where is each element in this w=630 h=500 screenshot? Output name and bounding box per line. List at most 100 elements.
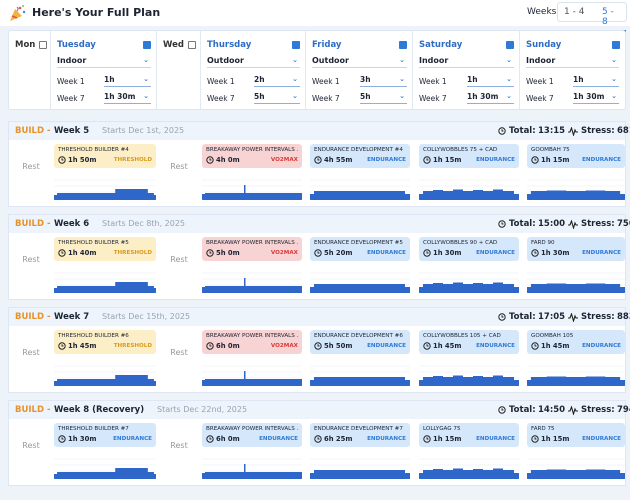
icon-part [11, 15, 18, 19]
workout-card[interactable]: THRESHOLD BUILDER #7 1h 30m ENDURANCE [54, 423, 156, 481]
location-select[interactable]: Indoor ⌄ [57, 56, 151, 68]
stress-icon [568, 127, 578, 136]
chevron: ⌄ [292, 56, 298, 64]
icon-part [317, 344, 320, 347]
week-label: Week 7 [312, 94, 340, 103]
duration-select[interactable]: 1h ⌄ [104, 75, 151, 87]
workout-header: GOOMBAH 105 1h 45m ENDURANCE [527, 330, 625, 354]
workout-card[interactable]: FARD 75 1h 15m ENDURANCE [527, 423, 625, 481]
workout-type: ENDURANCE [582, 157, 621, 163]
workout-type: ENDURANCE [476, 157, 515, 163]
workout-card[interactable]: COLLYWOBBLES 75 + CAD 1h 15m ENDURANCE [419, 144, 519, 202]
workout-card[interactable]: ENDURANCE DEVELOPMENT #6 5h 50m ENDURANCE [310, 330, 410, 388]
total-icon [498, 406, 506, 414]
icon-part [202, 464, 302, 479]
workout-duration: 1h 50m [68, 156, 97, 164]
day-checkbox[interactable] [612, 41, 620, 49]
duration-value: 2h [254, 75, 265, 84]
duration-select[interactable]: 3h ⌄ [360, 75, 407, 87]
icon-part [527, 365, 625, 379]
icon-part [310, 284, 410, 293]
icon-part [314, 435, 322, 443]
day-column: Friday Outdoor ⌄ Week 1 3h ⌄ Week 7 5h ⌄ [306, 31, 413, 109]
workout-card[interactable]: BREAKAWAY POWER INTERVALS ... 6h 0m ENDURA… [202, 423, 302, 481]
location-select[interactable]: Outdoor ⌄ [207, 56, 300, 68]
icon-part [527, 190, 625, 200]
workout-card[interactable]: THRESHOLD BUILDER #4 1h 50m THRESHOLD [54, 144, 156, 202]
workout-type: ENDURANCE [367, 250, 406, 256]
workout-profile [54, 365, 156, 386]
day-checkbox[interactable] [188, 41, 196, 49]
day-checkbox[interactable] [143, 41, 151, 49]
workout-card[interactable]: COLLYWOBBLES 105 + CAD 1h 45m ENDURANCE [419, 330, 519, 388]
workout-card[interactable]: ENDURANCE DEVELOPMENT #4 4h 55m ENDURANCE [310, 144, 410, 202]
total-value: 17:05 [538, 312, 566, 322]
location-select[interactable]: Indoor ⌄ [526, 56, 619, 68]
week-tab[interactable]: 1 - 4 [564, 7, 585, 17]
workout-duration: 1h 40m [68, 249, 97, 257]
clock-icon [58, 249, 66, 257]
workout-type: ENDURANCE [582, 343, 621, 349]
icon-part [498, 406, 506, 414]
workout-card[interactable]: BREAKAWAY POWER INTERVALS ... 4h 0m VO2MAX [202, 144, 302, 202]
workout-card[interactable]: ENDURANCE DEVELOPMENT #7 6h 25m ENDURANCE [310, 423, 410, 481]
icon-part [423, 156, 431, 164]
chevron: ⌄ [506, 92, 512, 100]
clock-icon [206, 156, 214, 164]
duration-select[interactable]: 2h ⌄ [254, 75, 300, 87]
rest-day: Rest [170, 255, 188, 264]
day-checkbox[interactable] [39, 41, 47, 49]
clock-icon [423, 342, 431, 350]
workout-card[interactable]: COLLYWOBBLES 90 + CAD 1h 30m ENDURANCE [419, 237, 519, 295]
week-start: Starts Dec 22nd, 2025 [157, 405, 248, 414]
workout-name: BREAKAWAY POWER INTERVALS ... [206, 147, 299, 153]
week-label: Week 1 [312, 77, 340, 86]
workout-header: COLLYWOBBLES 90 + CAD 1h 30m ENDURANCE [419, 237, 519, 261]
workout-card[interactable]: THRESHOLD BUILDER #5 1h 40m THRESHOLD [54, 237, 156, 295]
workout-card[interactable]: GOOMBAH 75 1h 15m ENDURANCE [527, 144, 625, 202]
day-checkbox[interactable] [292, 41, 300, 49]
duration-select[interactable]: 1h 30m ⌄ [573, 92, 619, 104]
day-column: Saturday Indoor ⌄ Week 1 1h ⌄ Week 7 1h 30m ⌄ [413, 31, 520, 109]
stress-label: Stress: [581, 126, 615, 136]
workout-card[interactable]: ENDURANCE DEVELOPMENT #5 5h 20m ENDURANCE [310, 237, 410, 295]
workout-header: FARD 75 1h 15m ENDURANCE [527, 423, 625, 447]
workout-card[interactable]: BREAKAWAY POWER INTERVALS ... 5h 0m VO2MAX [202, 237, 302, 295]
location-select[interactable]: Outdoor ⌄ [312, 56, 407, 68]
workout-card[interactable]: FARD 90 1h 30m ENDURANCE [527, 237, 625, 295]
duration-select[interactable]: 5h ⌄ [254, 92, 300, 104]
week-label: Week 1 [207, 77, 235, 86]
workout-type: ENDURANCE [259, 436, 298, 442]
day-name: Tuesday [57, 40, 96, 50]
workout-name: FARD 75 [531, 426, 555, 432]
day-checkbox[interactable] [399, 41, 407, 49]
day-checkbox[interactable] [506, 41, 514, 49]
stress-icon [568, 313, 578, 322]
workout-name: COLLYWOBBLES 90 + CAD [423, 240, 498, 246]
clock-icon [423, 156, 431, 164]
duration-select[interactable]: 5h ⌄ [360, 92, 407, 104]
workout-duration: 1h 15m [433, 435, 462, 443]
icon-part [426, 251, 429, 254]
location-select[interactable]: Indoor ⌄ [419, 56, 514, 68]
clock-icon [58, 342, 66, 350]
workout-profile [527, 458, 625, 479]
day-column: Thursday Outdoor ⌄ Week 1 2h ⌄ Week 7 5h ⌄ [201, 31, 306, 109]
workout-name: GOOMBAH 105 [531, 333, 574, 339]
workout-card[interactable]: BREAKAWAY POWER INTERVALS ... 6h 0m VO2MAX [202, 330, 302, 388]
workout-name: THRESHOLD BUILDER #4 [58, 147, 129, 153]
icon-part [202, 185, 302, 200]
duration-select[interactable]: 1h 30m ⌄ [104, 92, 151, 104]
duration-select[interactable]: 1h ⌄ [467, 75, 514, 87]
week-tab[interactable]: 5 - 8 [596, 7, 626, 32]
clock-icon [206, 435, 214, 443]
workout-card[interactable]: GOOMBAH 105 1h 45m ENDURANCE [527, 330, 625, 388]
workout-card[interactable]: THRESHOLD BUILDER #6 1h 45m THRESHOLD [54, 330, 156, 388]
week-header: BUILD - Week 5 Starts Dec 1st, 2025 Total: 1… [9, 122, 630, 140]
workout-duration: 1h 15m [541, 156, 570, 164]
duration-select[interactable]: 1h 30m ⌄ [467, 92, 514, 104]
workout-name: THRESHOLD BUILDER #6 [58, 333, 129, 339]
duration-select[interactable]: 1h ⌄ [573, 75, 619, 87]
workout-duration: 6h 0m [216, 342, 240, 350]
workout-card[interactable]: LOLLYGAG 75 1h 15m ENDURANCE [419, 423, 519, 481]
